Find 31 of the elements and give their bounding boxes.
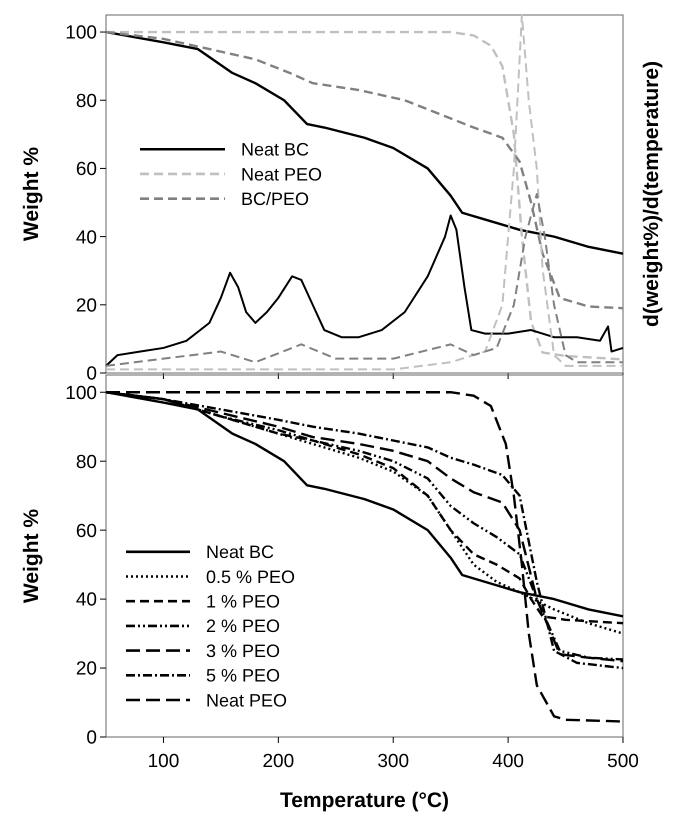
y-tick-label: 80 [76,90,97,112]
legend-label: 3 % PEO [206,640,280,661]
y-tick-label: 60 [76,520,97,542]
x-axis-title: Temperature (°C) [280,789,450,812]
y-tick-label: 0 [86,364,97,385]
y-tick-label: 60 [76,159,97,180]
legend-label: Neat PEO [241,164,322,184]
y-tick-label: 40 [76,227,97,248]
x-tick-label: 300 [377,751,410,772]
legend-label: 5 % PEO [206,666,280,686]
legend-label: Neat PEO [206,690,288,710]
x-tick-label: 500 [607,751,639,772]
x-tick-label: 400 [492,751,524,772]
y-tick-label: 0 [86,728,97,749]
legend-label: BC/PEO [241,188,310,209]
y-tick-label: 100 [65,22,97,44]
legend-label: 1 % PEO [206,592,280,612]
y-axis-title: Weight % [20,146,43,242]
y-tick-label: 20 [76,658,97,680]
x-tick-label: 200 [262,751,294,772]
y-tick-label: 40 [76,590,97,611]
y-tick-label: 100 [65,382,97,404]
y-axis-title: Weight % [20,508,43,604]
y2-axis-title: d(weight%)/d(temperature) [640,60,663,328]
y-tick-label: 80 [76,452,97,473]
legend-label: Neat BC [206,542,274,562]
legend-label: 0.5 % PEO [206,566,296,587]
y-tick-label: 20 [76,295,97,316]
legend-label: 2 % PEO [206,616,280,636]
x-tick-label: 100 [148,751,180,772]
legend-label: Neat BC [241,140,310,160]
